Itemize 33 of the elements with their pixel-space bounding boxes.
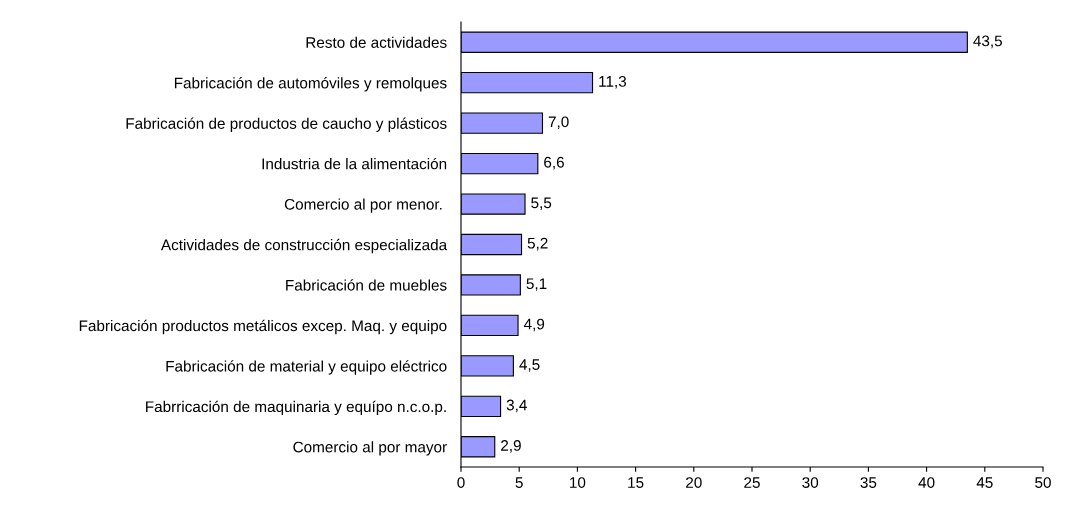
- x-tick-label: 45: [976, 477, 993, 488]
- y-tick-label: Actividades de construcción especializada: [160, 238, 448, 254]
- data-label: 3,4: [506, 399, 527, 413]
- data-label: 43,5: [973, 35, 1002, 49]
- y-tick-label: Industria de la alimentación: [262, 157, 447, 170]
- y-tick-label: Fabricación de automóviles y remolques: [174, 77, 447, 92]
- x-tick-label: 35: [860, 477, 877, 488]
- x-tick-label: 50: [1035, 477, 1051, 488]
- y-tick-label: Fabricación de muebles: [286, 279, 447, 291]
- x-tick-label: 5: [515, 477, 523, 488]
- data-label: 2,9: [501, 440, 521, 453]
- y-tick-label: Comercio al por mayor: [293, 441, 447, 456]
- x-tick-label: 10: [570, 477, 586, 488]
- y-tick-label: Resto de actividades: [306, 36, 447, 48]
- x-tick-label: 30: [802, 477, 819, 488]
- data-label: 5,2: [527, 237, 548, 251]
- y-tick-label: Comercio al por menor.: [284, 198, 442, 213]
- x-tick-label: 20: [686, 477, 702, 488]
- y-tick-label: Fabrricación de maquinaria y equípo n.c.o.p.: [146, 400, 446, 416]
- data-label: 4,5: [519, 359, 540, 372]
- y-tick-label: Fabricación de productos de caucho y plásticos: [126, 117, 447, 132]
- data-label: 6,6: [544, 156, 564, 170]
- data-label: 7,0: [548, 116, 569, 130]
- data-label: 5,5: [531, 197, 552, 210]
- y-tick-label: Fabricación de material y equipo eléctrico: [166, 360, 447, 375]
- x-tick-label: 25: [744, 477, 760, 488]
- x-tick-label: 40: [918, 477, 935, 488]
- data-label: 4,9: [523, 318, 545, 332]
- x-tick-label: 0: [457, 477, 465, 488]
- y-tick-label: Fabricación productos metálicos excep. Maq. y equipo: [79, 319, 447, 335]
- data-label: 11,3: [599, 75, 627, 89]
- x-tick-label: 15: [628, 477, 644, 488]
- data-label: 5,1: [526, 278, 547, 291]
